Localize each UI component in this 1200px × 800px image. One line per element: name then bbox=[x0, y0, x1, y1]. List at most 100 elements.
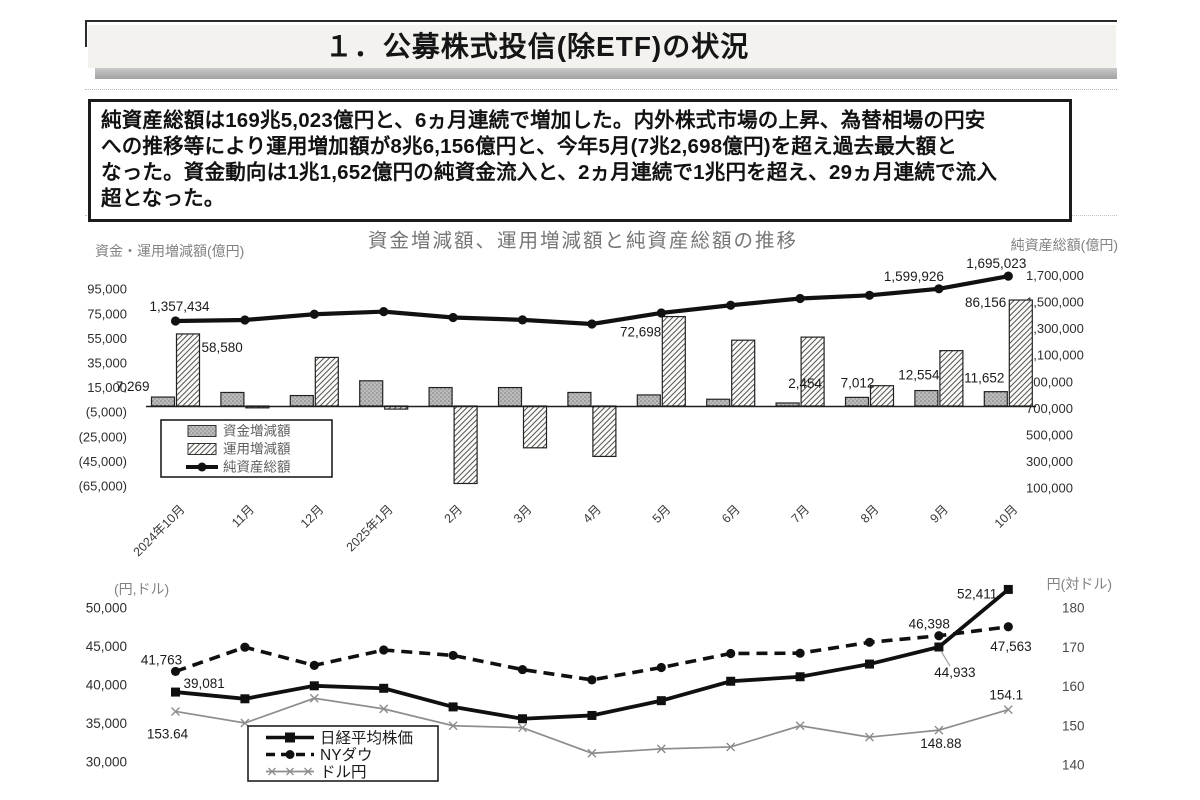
chart2-left-tick: 45,000 bbox=[86, 639, 127, 654]
net-assets-point bbox=[379, 307, 389, 317]
summary-line: への推移等により運用増加額が8兆6,156億円と、今年5月(7兆2,698億円)… bbox=[101, 135, 958, 158]
data-label: 44,933 bbox=[934, 665, 975, 680]
nikkei-point bbox=[379, 683, 389, 693]
net-assets-point bbox=[448, 312, 458, 323]
data-label: 41,763 bbox=[141, 652, 182, 667]
nydow-point bbox=[726, 648, 736, 659]
chart1-left-tick: 15,000 bbox=[87, 380, 127, 395]
chart1-right-tick: 1,700,000 bbox=[1026, 268, 1084, 283]
net-assets-point bbox=[1003, 271, 1013, 281]
usdjpy-point bbox=[448, 721, 458, 731]
usdjpy-point bbox=[518, 723, 527, 733]
legend-swatch-fund-flow bbox=[187, 425, 217, 437]
chart1-left-tick: (65,000) bbox=[79, 478, 127, 493]
nydow-point bbox=[240, 642, 250, 652]
nikkei-point bbox=[1003, 584, 1013, 594]
usdjpy-point bbox=[171, 706, 180, 716]
usdjpy-point bbox=[1003, 705, 1013, 715]
net-assets-point bbox=[726, 300, 736, 310]
title-shadow-bar bbox=[95, 68, 1117, 79]
chart1-right-axis-title: 純資産総額(億円) bbox=[1011, 237, 1118, 253]
chart2-right-tick: 140 bbox=[1062, 758, 1085, 773]
nikkei-point bbox=[171, 687, 180, 697]
nydow-line bbox=[174, 624, 1009, 682]
chart1-right-tick: 1,300,000 bbox=[1026, 321, 1084, 336]
legend-swatch-net-assets-dot bbox=[197, 462, 207, 472]
nydow-point bbox=[795, 648, 805, 658]
nydow-point bbox=[517, 664, 528, 675]
nikkei-point bbox=[795, 672, 805, 682]
usdjpy-point bbox=[795, 721, 805, 731]
chart1-left-tick: 75,000 bbox=[87, 306, 127, 321]
chart1-right-tick: 100,000 bbox=[1026, 481, 1073, 496]
nydow-point bbox=[934, 631, 944, 641]
chart1-right-tick: 900,000 bbox=[1026, 374, 1073, 389]
chart2-right-tick: 180 bbox=[1062, 601, 1085, 616]
chart1-right-tick: 500,000 bbox=[1026, 427, 1073, 442]
net-assets-point bbox=[517, 315, 528, 325]
legend-swatch-nikkei-square bbox=[285, 732, 295, 743]
nydow-point bbox=[448, 650, 458, 661]
nikkei-line bbox=[175, 587, 1010, 721]
chart1-right-tick: 300,000 bbox=[1026, 454, 1073, 469]
chart1-left-tick: 35,000 bbox=[87, 355, 127, 370]
net-assets-point bbox=[240, 315, 250, 325]
usdjpy-point bbox=[587, 748, 597, 758]
nikkei-point bbox=[240, 694, 250, 704]
nikkei-point bbox=[934, 642, 944, 652]
data-label: 11,652 bbox=[964, 371, 1004, 386]
data-label: 72,698 bbox=[620, 325, 661, 340]
header-top-rule bbox=[85, 20, 1117, 22]
chart2-left-tick: 40,000 bbox=[86, 678, 127, 693]
label-leader-line bbox=[940, 650, 951, 667]
data-label: 1,695,023 bbox=[966, 256, 1026, 271]
nikkei-point bbox=[726, 676, 736, 686]
summary-line: なった。資金動向は1兆1,652億円の純資金流入と、2ヵ月連続で1兆円を超え、2… bbox=[101, 161, 998, 184]
chart1-left-tick: (45,000) bbox=[79, 454, 127, 469]
chart1-right-tick: 1,100,000 bbox=[1026, 348, 1084, 363]
nydow-point bbox=[170, 666, 181, 677]
chart2-left-tick: 30,000 bbox=[86, 755, 127, 770]
legend-label: 純資産総額 bbox=[223, 460, 291, 475]
net-assets-point bbox=[656, 308, 666, 318]
data-label: 47,563 bbox=[990, 639, 1031, 654]
fund-flow-net-assets-chart: 資金増減額、運用増減額と純資産総額の推移 資金・運用増減額(億円) 純資産総額(… bbox=[79, 230, 1118, 559]
data-label: 46,398 bbox=[909, 617, 950, 632]
page-title-band: １．公募株式投信(除ETF)の状況 bbox=[88, 25, 1116, 68]
chart1-right-tick: 700,000 bbox=[1026, 401, 1073, 416]
chart2-left-tick: 35,000 bbox=[86, 716, 127, 731]
nydow-point bbox=[309, 660, 319, 671]
data-label: 153.64 bbox=[147, 726, 189, 741]
data-label: 7,012 bbox=[841, 375, 875, 390]
legend-swatch-investment-gain bbox=[187, 443, 217, 455]
nikkei-point bbox=[656, 696, 666, 706]
usdjpy-point bbox=[934, 725, 944, 735]
data-label: 7,269 bbox=[116, 379, 150, 394]
data-label: 86,156 bbox=[965, 295, 1006, 310]
chart1-title: 資金増減額、運用増減額と純資産総額の推移 bbox=[368, 230, 798, 252]
chart1-left-tick: 95,000 bbox=[87, 282, 127, 297]
data-label: 58,580 bbox=[202, 340, 243, 355]
chart1-left-tick: 55,000 bbox=[87, 331, 127, 346]
chart2-left-axis-title: (円,ドル) bbox=[114, 581, 169, 597]
legend-label: NYダウ bbox=[320, 746, 373, 764]
usdjpy-point bbox=[379, 704, 389, 714]
chart2-plot-area: 50,000 45,000 40,000 35,000 30,000 180 170 160 1… bbox=[86, 584, 1085, 782]
legend-label: 日経平均株価 bbox=[320, 729, 413, 747]
nikkei-point bbox=[309, 681, 319, 691]
chart2-right-tick: 150 bbox=[1062, 718, 1085, 733]
summary-line: 超となった。 bbox=[101, 187, 225, 210]
nydow-point bbox=[656, 662, 666, 673]
data-label: 12,554 bbox=[898, 368, 940, 383]
nydow-point bbox=[1003, 622, 1013, 632]
usdjpy-point bbox=[309, 693, 319, 703]
data-label: 52,411 bbox=[957, 586, 997, 601]
data-label: 39,081 bbox=[184, 676, 225, 691]
page-title: １．公募株式投信(除ETF)の状況 bbox=[324, 31, 750, 62]
nikkei-point bbox=[448, 702, 458, 712]
net-assets-point bbox=[170, 316, 181, 326]
chart2-right-tick: 170 bbox=[1062, 640, 1085, 655]
